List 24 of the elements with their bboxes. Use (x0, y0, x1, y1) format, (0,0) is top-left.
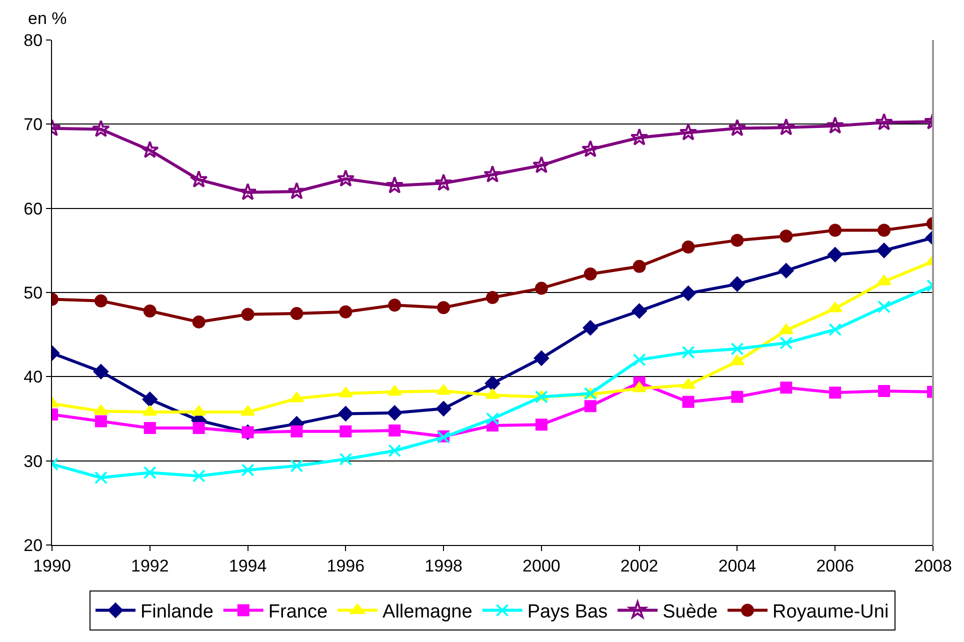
legend-label: Pays Bas (527, 602, 608, 623)
y-tick-label: 20 (24, 536, 43, 555)
x-tick-label: 1990 (33, 556, 71, 576)
x-tick-label: 1998 (424, 556, 462, 576)
legend-label: Finlande (140, 602, 214, 623)
y-tick-label: 30 (24, 452, 43, 471)
x-tick-label: 1992 (130, 556, 169, 576)
x-tick-label: 2008 (914, 556, 952, 576)
legend-label: France (268, 602, 328, 623)
y-axis-title: en % (28, 9, 67, 28)
y-tick-label: 40 (24, 368, 43, 387)
y-tick-label: 60 (24, 199, 43, 218)
legend-label: Allemagne (382, 602, 472, 623)
x-tick-label: 1994 (228, 556, 267, 576)
legend-label: Suède (662, 602, 718, 623)
legend-label: Royaume-Uni (772, 602, 889, 623)
x-tick-label: 2004 (718, 556, 756, 576)
x-tick-label: 2000 (522, 556, 560, 576)
y-tick-label: 70 (24, 115, 43, 134)
y-tick-label: 50 (24, 283, 43, 302)
x-tick-label: 1996 (326, 556, 365, 576)
x-tick-label: 2002 (620, 556, 658, 576)
x-tick-label: 2006 (816, 556, 854, 576)
y-tick-label: 80 (24, 30, 43, 50)
